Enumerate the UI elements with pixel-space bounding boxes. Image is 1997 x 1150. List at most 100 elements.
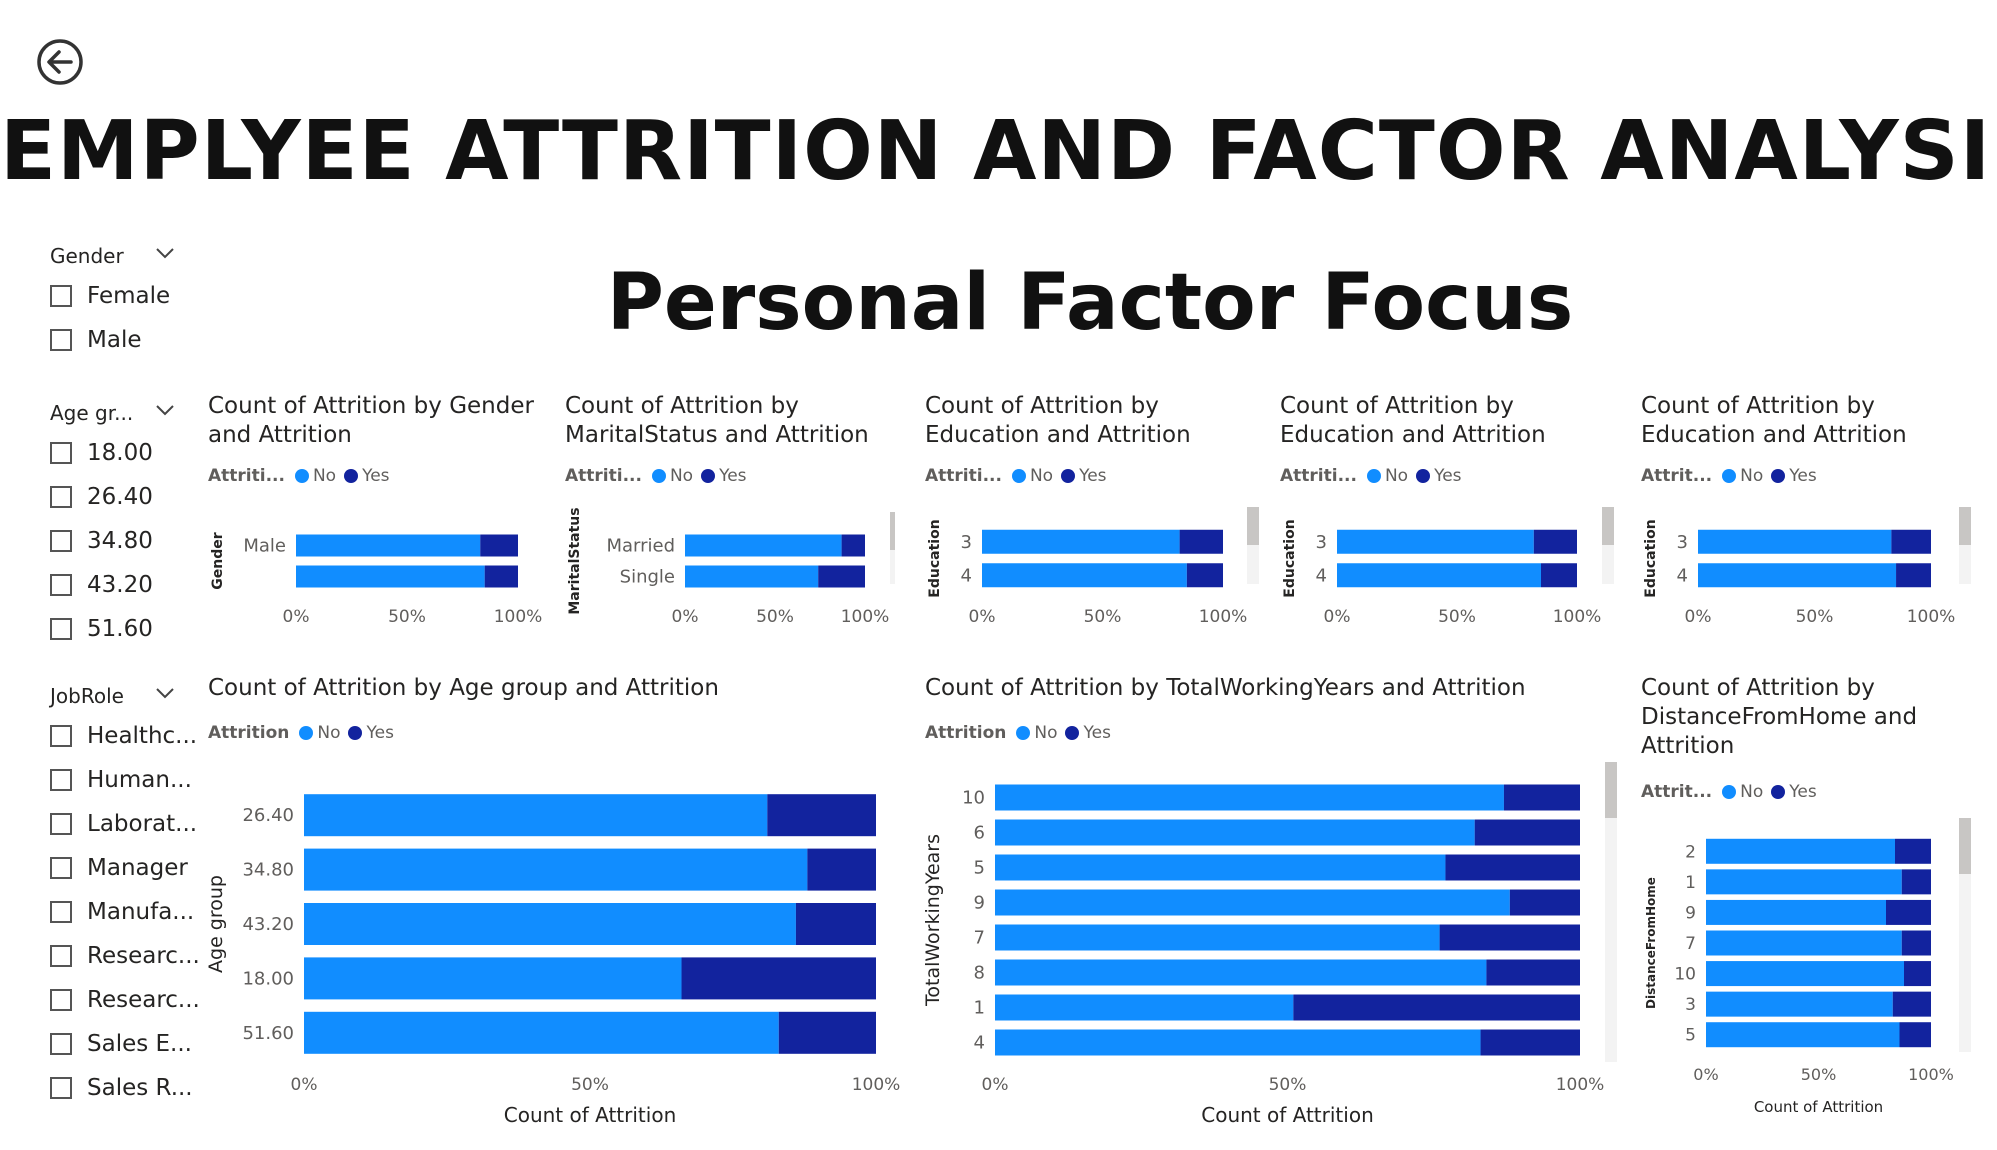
bar-no[interactable] bbox=[1698, 529, 1892, 554]
checkbox[interactable] bbox=[50, 574, 72, 596]
scrollbar-thumb[interactable] bbox=[1602, 507, 1614, 545]
legend-item-no[interactable]: No bbox=[299, 723, 340, 743]
bar-yes[interactable] bbox=[1899, 1022, 1932, 1048]
legend-item-yes[interactable]: Yes bbox=[344, 466, 390, 486]
slicer-item-jobrole[interactable]: Sales R... bbox=[50, 1066, 210, 1110]
scrollbar-thumb[interactable] bbox=[1247, 507, 1259, 545]
slicer-header[interactable]: JobRole bbox=[50, 680, 210, 714]
slicer-item-jobrole[interactable]: Human... bbox=[50, 758, 210, 802]
bar-no[interactable] bbox=[1706, 1022, 1900, 1048]
checkbox[interactable] bbox=[50, 857, 72, 879]
bar-yes[interactable] bbox=[1896, 563, 1931, 588]
chevron-down-icon[interactable] bbox=[154, 682, 176, 704]
legend-item-no[interactable]: No bbox=[1722, 466, 1763, 486]
checkbox[interactable] bbox=[50, 989, 72, 1011]
checkbox[interactable] bbox=[50, 725, 72, 747]
bar-no[interactable] bbox=[995, 1029, 1481, 1056]
legend-item-no[interactable]: No bbox=[294, 466, 336, 486]
checkbox[interactable] bbox=[50, 285, 72, 307]
bar-no[interactable] bbox=[1706, 838, 1895, 864]
bar-no[interactable] bbox=[982, 529, 1180, 554]
bar-no[interactable] bbox=[1706, 869, 1902, 895]
slicer-item-26-40[interactable]: 26.40 bbox=[50, 475, 210, 519]
slicer-item-jobrole[interactable]: Laborat... bbox=[50, 802, 210, 846]
bar-yes[interactable] bbox=[1509, 889, 1580, 916]
checkbox[interactable] bbox=[50, 813, 72, 835]
bar-no[interactable] bbox=[995, 854, 1446, 881]
slicer-item-jobrole[interactable]: Researc... bbox=[50, 978, 210, 1022]
bar-yes[interactable] bbox=[795, 903, 876, 945]
scrollbar-thumb[interactable] bbox=[1959, 507, 1971, 545]
bar-no[interactable] bbox=[995, 994, 1294, 1021]
slicer-item-jobrole[interactable]: Sales E... bbox=[50, 1022, 210, 1066]
checkbox[interactable] bbox=[50, 1077, 72, 1099]
bar-no[interactable] bbox=[982, 563, 1187, 588]
legend-item-yes[interactable]: Yes bbox=[1065, 723, 1111, 743]
bar-no[interactable] bbox=[995, 959, 1487, 986]
bar-yes[interactable] bbox=[480, 534, 518, 557]
bar-yes[interactable] bbox=[1486, 959, 1580, 986]
bar-yes[interactable] bbox=[818, 565, 865, 588]
legend-item-yes[interactable]: Yes bbox=[701, 466, 747, 486]
bar-no[interactable] bbox=[995, 889, 1510, 916]
bar-no[interactable] bbox=[304, 957, 682, 1000]
bar-no[interactable] bbox=[304, 848, 808, 891]
bar-yes[interactable] bbox=[681, 957, 876, 1000]
bar-no[interactable] bbox=[995, 924, 1440, 951]
bar-no[interactable] bbox=[296, 534, 481, 557]
slicer-item-jobrole[interactable]: Healthc... bbox=[50, 714, 210, 758]
scrollbar-track[interactable] bbox=[1959, 818, 1971, 1052]
bar-yes[interactable] bbox=[1474, 819, 1580, 846]
legend-item-no[interactable]: No bbox=[1011, 466, 1053, 486]
slicer-item-18[interactable]: 18.00 bbox=[50, 431, 210, 475]
legend-item-yes[interactable]: Yes bbox=[348, 723, 394, 743]
slicer-item-female[interactable]: Female bbox=[50, 274, 210, 318]
bar-yes[interactable] bbox=[841, 534, 865, 557]
checkbox[interactable] bbox=[50, 945, 72, 967]
bar-yes[interactable] bbox=[1891, 529, 1931, 554]
scrollbar-thumb[interactable] bbox=[1605, 762, 1617, 818]
slicer-item-43-20[interactable]: 43.20 bbox=[50, 563, 210, 607]
bar-yes[interactable] bbox=[807, 848, 876, 891]
slicer-header[interactable]: Age gr... bbox=[50, 397, 210, 431]
checkbox[interactable] bbox=[50, 329, 72, 351]
bar-no[interactable] bbox=[1337, 529, 1534, 554]
bar-no[interactable] bbox=[995, 784, 1504, 811]
bar-yes[interactable] bbox=[778, 1011, 876, 1054]
legend-item-no[interactable]: No bbox=[1722, 782, 1763, 802]
legend-item-yes[interactable]: Yes bbox=[1416, 466, 1462, 486]
bar-no[interactable] bbox=[1706, 991, 1893, 1017]
bar-no[interactable] bbox=[685, 534, 842, 557]
bar-no[interactable] bbox=[1706, 899, 1886, 925]
checkbox[interactable] bbox=[50, 769, 72, 791]
legend-item-yes[interactable]: Yes bbox=[1771, 782, 1817, 802]
bar-yes[interactable] bbox=[1895, 838, 1931, 864]
bar-yes[interactable] bbox=[1445, 854, 1580, 881]
legend-item-no[interactable]: No bbox=[1366, 466, 1408, 486]
bar-no[interactable] bbox=[1706, 961, 1904, 987]
slicer-header[interactable]: Gender bbox=[50, 240, 210, 274]
bar-no[interactable] bbox=[1337, 563, 1541, 588]
scrollbar-track[interactable] bbox=[1605, 762, 1617, 1062]
checkbox[interactable] bbox=[50, 618, 72, 640]
bar-yes[interactable] bbox=[1480, 1029, 1580, 1056]
bar-no[interactable] bbox=[296, 565, 485, 588]
bar-no[interactable] bbox=[995, 819, 1475, 846]
bar-yes[interactable] bbox=[1892, 991, 1931, 1017]
slicer-item-jobrole[interactable]: Manager bbox=[50, 846, 210, 890]
slicer-item-34-80[interactable]: 34.80 bbox=[50, 519, 210, 563]
bar-yes[interactable] bbox=[484, 565, 518, 588]
legend-item-no[interactable]: No bbox=[651, 466, 693, 486]
bar-yes[interactable] bbox=[1503, 784, 1580, 811]
bar-yes[interactable] bbox=[1901, 869, 1931, 895]
scrollbar-thumb[interactable] bbox=[1959, 818, 1971, 874]
bar-yes[interactable] bbox=[767, 794, 876, 837]
slicer-item-jobrole[interactable]: Manufa... bbox=[50, 890, 210, 934]
checkbox[interactable] bbox=[50, 530, 72, 552]
bar-no[interactable] bbox=[1706, 930, 1902, 956]
checkbox[interactable] bbox=[50, 486, 72, 508]
chevron-down-icon[interactable] bbox=[154, 399, 176, 421]
chevron-down-icon[interactable] bbox=[154, 242, 176, 264]
bar-yes[interactable] bbox=[1179, 529, 1223, 554]
bar-yes[interactable] bbox=[1439, 924, 1580, 951]
